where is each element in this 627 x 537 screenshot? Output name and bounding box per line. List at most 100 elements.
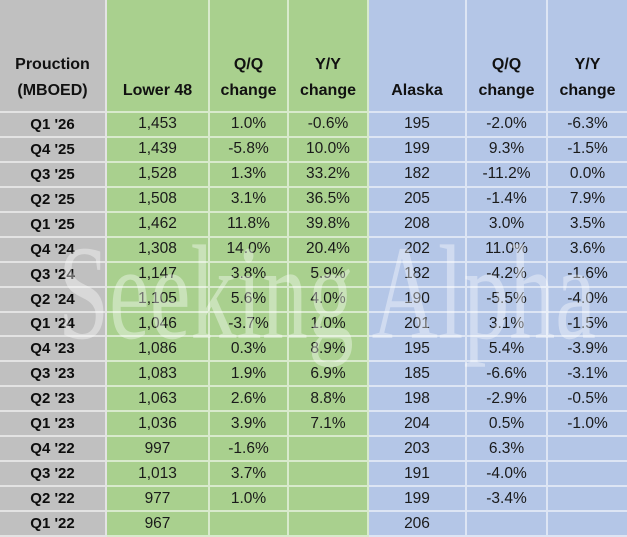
cell-value: 1,508: [107, 187, 210, 213]
cell-value: -2.9%: [467, 387, 548, 413]
cell-value: 208: [369, 212, 467, 238]
header-line-top: Q/Q: [233, 56, 264, 73]
cell-value: 4.0%: [289, 287, 369, 313]
cell-value: 33.2%: [289, 162, 369, 188]
cell-value: -3.4%: [467, 487, 548, 513]
cell-value: [548, 512, 627, 537]
cell-value: 1,046: [107, 312, 210, 338]
cell-value: -11.2%: [467, 162, 548, 188]
cell-value: 3.6%: [548, 237, 627, 263]
cell-value: 204: [369, 412, 467, 438]
cell-value: 3.5%: [548, 212, 627, 238]
cell-value: 0.3%: [210, 337, 289, 363]
row-label: Q4 '22: [0, 437, 107, 463]
header-line-top: Q/Q: [491, 56, 522, 73]
cell-value: 7.9%: [548, 187, 627, 213]
header-alaska-yy-change: Y/Y change: [548, 0, 627, 113]
cell-value: -1.6%: [210, 437, 289, 463]
cell-value: 1,308: [107, 237, 210, 263]
cell-value: 1,063: [107, 387, 210, 413]
cell-value: [289, 437, 369, 463]
cell-value: [467, 512, 548, 537]
cell-value: 1,036: [107, 412, 210, 438]
header-line-bottom: (MBOED): [17, 82, 88, 99]
cell-value: 20.4%: [289, 237, 369, 263]
row-label: Q3 '22: [0, 462, 107, 488]
cell-value: 977: [107, 487, 210, 513]
cell-value: -6.6%: [467, 362, 548, 388]
cell-value: 195: [369, 113, 467, 138]
cell-value: 182: [369, 262, 467, 288]
header-line-top: Y/Y: [315, 56, 341, 73]
cell-value: 11.0%: [467, 237, 548, 263]
cell-value: 205: [369, 187, 467, 213]
cell-value: -2.0%: [467, 113, 548, 138]
header-line-bottom: change: [220, 82, 277, 99]
cell-value: 203: [369, 437, 467, 463]
cell-value: -4.0%: [467, 462, 548, 488]
cell-value: 997: [107, 437, 210, 463]
cell-value: 191: [369, 462, 467, 488]
cell-value: 195: [369, 337, 467, 363]
cell-value: -0.6%: [289, 113, 369, 138]
cell-value: 1.3%: [210, 162, 289, 188]
cell-value: 3.1%: [467, 312, 548, 338]
row-label: Q1 '24: [0, 312, 107, 338]
cell-value: 5.4%: [467, 337, 548, 363]
row-label: Q1 '22: [0, 512, 107, 537]
cell-value: 6.3%: [467, 437, 548, 463]
cell-value: 8.8%: [289, 387, 369, 413]
cell-value: [289, 487, 369, 513]
cell-value: 3.8%: [210, 262, 289, 288]
cell-value: 39.8%: [289, 212, 369, 238]
cell-value: [548, 487, 627, 513]
cell-value: [289, 462, 369, 488]
row-label: Q3 '25: [0, 162, 107, 188]
cell-value: 185: [369, 362, 467, 388]
cell-value: 3.7%: [210, 462, 289, 488]
cell-value: 5.6%: [210, 287, 289, 313]
cell-value: 1,462: [107, 212, 210, 238]
header-line-bottom: change: [478, 82, 535, 99]
cell-value: 967: [107, 512, 210, 537]
cell-value: 3.0%: [467, 212, 548, 238]
cell-value: -5.5%: [467, 287, 548, 313]
cell-value: 1.0%: [210, 113, 289, 138]
cell-value: 198: [369, 387, 467, 413]
cell-value: 0.0%: [548, 162, 627, 188]
header-line-bottom: Alaska: [391, 82, 443, 99]
cell-value: -3.9%: [548, 337, 627, 363]
cell-value: -1.5%: [548, 137, 627, 163]
cell-value: -1.4%: [467, 187, 548, 213]
cell-value: [289, 512, 369, 537]
cell-value: 1,147: [107, 262, 210, 288]
header-lower48-yy-change: Y/Y change: [289, 0, 369, 113]
cell-value: 11.8%: [210, 212, 289, 238]
header-lower48-qq-change: Q/Q change: [210, 0, 289, 113]
cell-value: 6.9%: [289, 362, 369, 388]
row-label: Q4 '24: [0, 237, 107, 263]
header-production-mboed: Prouction (MBOED): [0, 0, 107, 113]
cell-value: 3.1%: [210, 187, 289, 213]
row-label: Q4 '25: [0, 137, 107, 163]
cell-value: 10.0%: [289, 137, 369, 163]
header-line-top: Prouction: [15, 56, 90, 73]
cell-value: -6.3%: [548, 113, 627, 138]
cell-value: -1.0%: [548, 412, 627, 438]
cell-value: 1,105: [107, 287, 210, 313]
header-line-bottom: Lower 48: [122, 82, 193, 99]
header-line-bottom: change: [299, 82, 356, 99]
cell-value: -1.5%: [548, 312, 627, 338]
cell-value: 8.9%: [289, 337, 369, 363]
cell-value: -3.7%: [210, 312, 289, 338]
cell-value: 201: [369, 312, 467, 338]
cell-value: 1,086: [107, 337, 210, 363]
cell-value: [548, 462, 627, 488]
row-label: Q1 '23: [0, 412, 107, 438]
cell-value: -1.6%: [548, 262, 627, 288]
row-label: Q3 '24: [0, 262, 107, 288]
cell-value: 206: [369, 512, 467, 537]
header-lower-48: Lower 48: [107, 0, 210, 113]
cell-value: 1,439: [107, 137, 210, 163]
cell-value: 190: [369, 287, 467, 313]
